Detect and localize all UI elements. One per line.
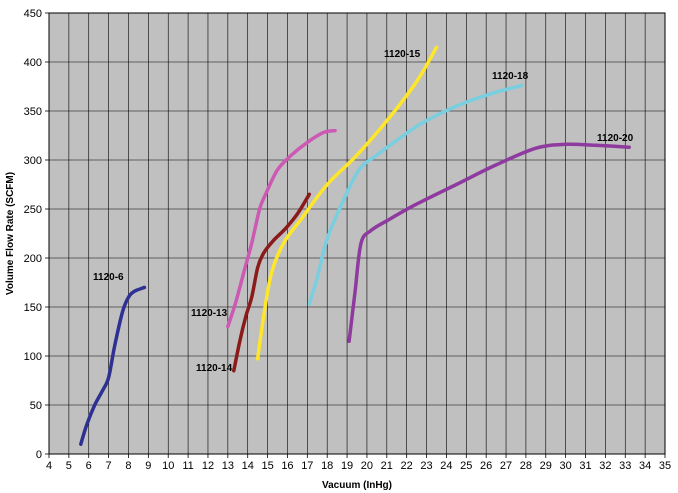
y-tick-label: 300 — [24, 155, 42, 167]
plot-area — [49, 13, 665, 454]
series-label-1120-15: 1120-15 — [384, 49, 421, 60]
y-tick-label: 150 — [24, 302, 42, 314]
series-lines — [79, 45, 631, 446]
x-tick-label: 4 — [46, 460, 52, 472]
series-label-1120-14: 1120-14 — [196, 363, 233, 374]
series-label-1120-20: 1120-20 — [597, 133, 634, 144]
x-tick-label: 26 — [480, 460, 492, 472]
x-tick-label: 6 — [86, 460, 92, 472]
series-line-1120-20 — [347, 142, 631, 344]
x-tick-label: 9 — [145, 460, 151, 472]
x-tick-label: 8 — [125, 460, 131, 472]
x-tick-label: 28 — [520, 460, 532, 472]
x-tick-label: 31 — [579, 460, 591, 472]
x-tick-label: 5 — [66, 460, 72, 472]
x-tick-label: 21 — [381, 460, 393, 472]
x-tick-label: 18 — [321, 460, 333, 472]
series-line-1120-18 — [307, 83, 524, 306]
grid-lines — [48, 12, 666, 455]
x-tick-label: 16 — [281, 460, 293, 472]
x-tick-label: 17 — [301, 460, 313, 472]
y-tick-label: 350 — [24, 106, 42, 118]
y-axis-title: Volume Flow Rate (SCFM) — [5, 172, 16, 295]
x-axis-ticks: 4 5 6 7 8 9 10 11 12 13 14 15 16 17 18 19 20 21 22 23 24 25 26… — [46, 454, 671, 472]
x-tick-label: 30 — [560, 460, 572, 472]
x-tick-label: 14 — [242, 460, 254, 472]
x-tick-label: 27 — [500, 460, 512, 472]
x-axis-title: Vacuum (InHg) — [322, 480, 392, 491]
series-label-1120-18: 1120-18 — [492, 71, 529, 82]
x-tick-label: 33 — [619, 460, 631, 472]
y-tick-label: 100 — [24, 351, 42, 363]
series-label-1120-13: 1120-13 — [191, 308, 228, 319]
x-tick-label: 32 — [599, 460, 611, 472]
x-tick-label: 34 — [639, 460, 651, 472]
y-tick-label: 450 — [24, 8, 42, 20]
x-tick-label: 35 — [659, 460, 671, 472]
series-line-1120-13 — [226, 128, 337, 329]
x-tick-label: 29 — [540, 460, 552, 472]
x-tick-label: 10 — [162, 460, 174, 472]
x-tick-label: 25 — [460, 460, 472, 472]
x-tick-label: 24 — [440, 460, 452, 472]
y-tick-label: 0 — [36, 449, 42, 461]
series-labels: 1120-6 1120-13 1120-14 1120-15 1120-18 1120-2… — [93, 49, 634, 374]
series-line-1120-14 — [232, 192, 312, 373]
x-tick-label: 23 — [420, 460, 432, 472]
x-tick-label: 19 — [341, 460, 353, 472]
y-tick-label: 50 — [30, 400, 42, 412]
plot-border — [48, 12, 666, 455]
series-label-1120-6: 1120-6 — [93, 272, 124, 283]
x-tick-label: 7 — [106, 460, 112, 472]
x-tick-label: 22 — [401, 460, 413, 472]
x-tick-label: 13 — [222, 460, 234, 472]
y-tick-label: 250 — [24, 204, 42, 216]
y-axis-ticks: 0 50 100 150 200 250 300 350 400 450 — [24, 8, 49, 461]
y-tick-label: 200 — [24, 253, 42, 265]
series-line-1120-6 — [79, 285, 147, 446]
series-line-1120-15 — [255, 45, 439, 361]
y-tick-label: 400 — [24, 57, 42, 69]
x-tick-label: 12 — [202, 460, 214, 472]
x-tick-label: 11 — [182, 460, 193, 472]
x-tick-label: 20 — [361, 460, 373, 472]
x-tick-label: 15 — [261, 460, 273, 472]
